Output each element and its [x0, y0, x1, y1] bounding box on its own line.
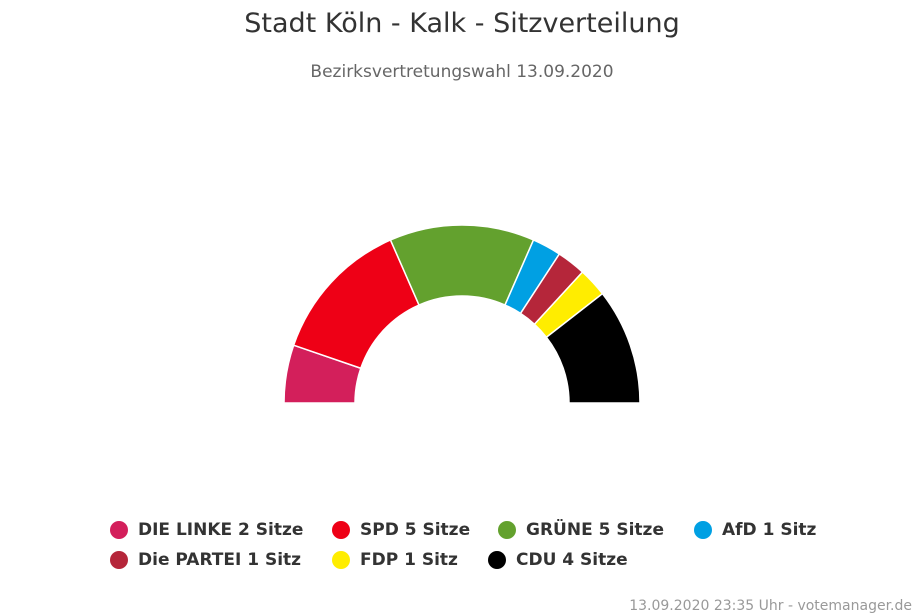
legend-item-cdu[interactable]: CDU 4 Sitze — [488, 550, 628, 570]
legend-item-fdp[interactable]: FDP 1 Sitz — [332, 550, 458, 570]
legend-item-die-partei[interactable]: Die PARTEI 1 Sitz — [110, 550, 301, 570]
legend-dot-spd — [332, 521, 350, 539]
legend-item-gruene[interactable]: GRÜNE 5 Sitze — [498, 520, 664, 540]
legend-label-fdp: FDP 1 Sitz — [360, 550, 458, 570]
credits[interactable]: 13.09.2020 23:35 Uhr - votemanager.de — [629, 598, 912, 614]
legend-label-spd: SPD 5 Sitze — [360, 520, 471, 540]
legend-label-afd: AfD 1 Sitz — [722, 520, 817, 540]
legend-label-die-partei: Die PARTEI 1 Sitz — [138, 550, 302, 570]
legend-item-spd[interactable]: SPD 5 Sitze — [332, 520, 470, 540]
legend-label-die-linke: DIE LINKE 2 Sitze — [138, 520, 304, 540]
chart-subtitle: Bezirksvertretungswahl 13.09.2020 — [310, 62, 614, 82]
legend-dot-afd — [694, 521, 712, 539]
legend-dot-die-linke — [110, 521, 128, 539]
legend-dot-cdu — [488, 551, 506, 569]
legend-label-gruene: GRÜNE 5 Sitze — [526, 520, 664, 540]
chart-title: Stadt Köln - Kalk - Sitzverteilung — [244, 8, 680, 39]
legend-label-cdu: CDU 4 Sitze — [516, 550, 628, 570]
seat-segment-cdu[interactable] — [545, 292, 641, 404]
legend-item-afd[interactable]: AfD 1 Sitz — [694, 520, 816, 540]
legend-dot-fdp — [332, 551, 350, 569]
legend-dot-gruene — [498, 521, 516, 539]
legend-dot-die-partei — [110, 551, 128, 569]
legend-item-die-linke[interactable]: DIE LINKE 2 Sitze — [110, 520, 303, 540]
